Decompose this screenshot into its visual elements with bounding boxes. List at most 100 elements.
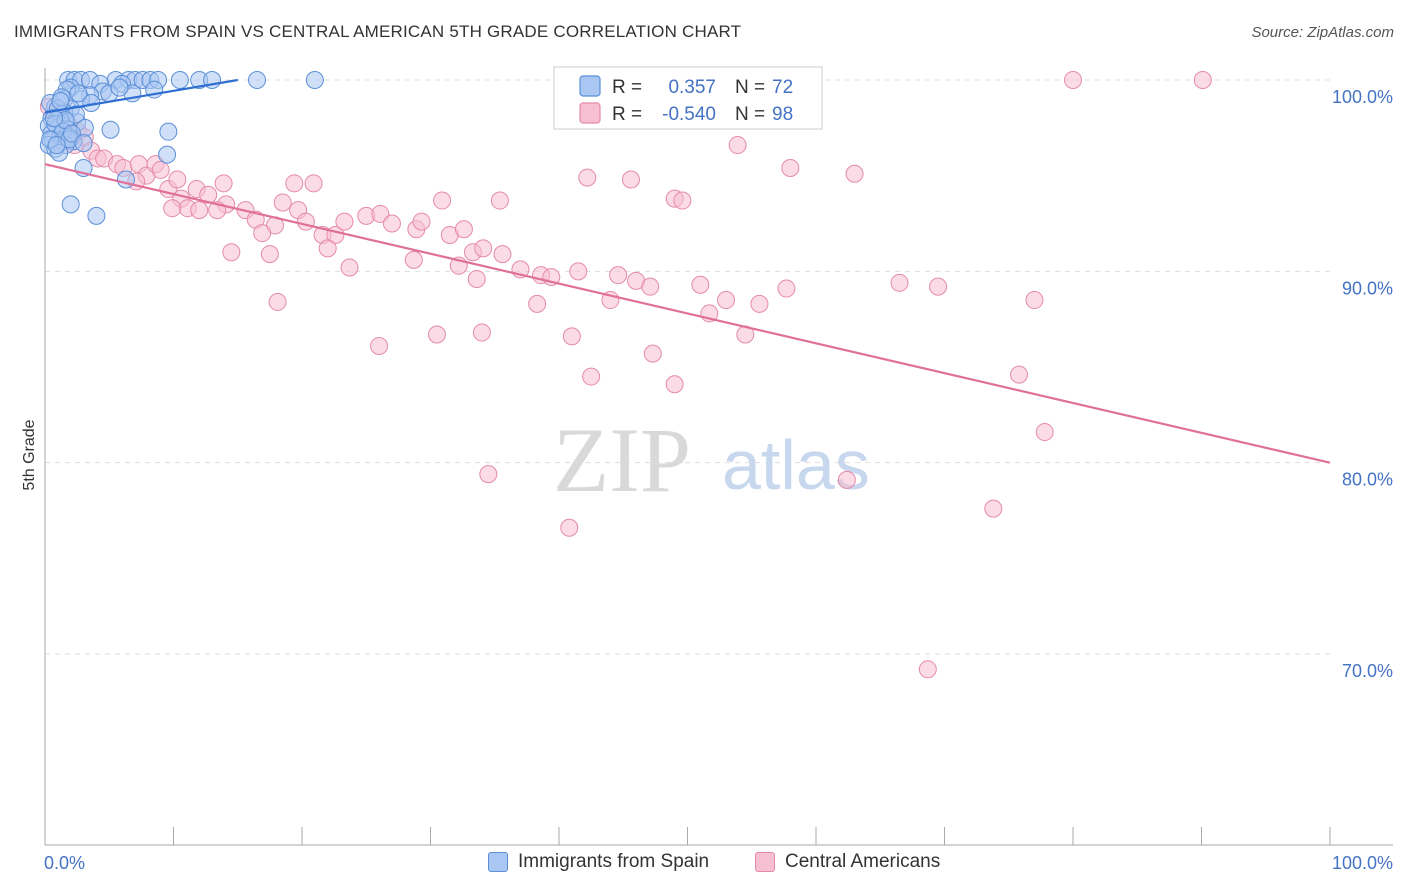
data-point-central-americans xyxy=(777,279,796,298)
data-point-immigrants-from-spain xyxy=(170,71,189,89)
data-point-central-americans xyxy=(260,245,279,264)
data-point-central-americans xyxy=(691,275,710,294)
data-point-central-americans xyxy=(268,292,287,311)
watermark-atlas: atlas xyxy=(722,426,870,504)
legend-item-central-americans[interactable]: Central Americans xyxy=(755,851,940,873)
legend-swatch xyxy=(579,75,601,97)
data-point-immigrants-from-spain xyxy=(62,124,81,143)
data-point-immigrants-from-spain xyxy=(44,109,63,128)
data-point-immigrants-from-spain xyxy=(101,120,120,139)
data-point-immigrants-from-spain xyxy=(110,78,129,97)
data-point-central-americans xyxy=(665,375,684,394)
data-point-central-americans xyxy=(890,273,909,292)
data-point-central-americans xyxy=(728,136,747,155)
data-point-immigrants-from-spain xyxy=(51,92,70,111)
data-point-immigrants-from-spain xyxy=(69,84,88,103)
data-point-central-americans xyxy=(781,159,800,178)
data-point-central-americans xyxy=(382,214,401,233)
data-point-central-americans xyxy=(1193,71,1212,89)
data-point-central-americans xyxy=(918,660,937,679)
legend-swatch-blue xyxy=(488,852,508,872)
y-tick-label: 70.0% xyxy=(1342,661,1393,681)
legend-n-label: N = xyxy=(735,77,765,98)
data-point-central-americans xyxy=(296,212,315,231)
data-point-central-americans xyxy=(569,262,588,281)
data-point-central-americans xyxy=(837,470,856,489)
data-point-immigrants-from-spain xyxy=(74,134,93,153)
data-point-immigrants-from-spain xyxy=(158,145,177,164)
data-point-central-americans xyxy=(490,191,509,210)
data-point-central-americans xyxy=(1010,365,1029,384)
trend-lines xyxy=(44,78,1331,464)
chart-title: IMMIGRANTS FROM SPAIN VS CENTRAL AMERICA… xyxy=(14,22,742,41)
data-point-central-americans xyxy=(472,323,491,342)
legend-label-blue: Immigrants from Spain xyxy=(518,851,710,872)
data-point-central-americans xyxy=(641,277,660,296)
chart-source: Source: ZipAtlas.com xyxy=(1251,24,1394,41)
trend-line-central-americans xyxy=(44,163,1331,464)
data-point-central-americans xyxy=(1025,291,1044,310)
legend-n-value: 72 xyxy=(772,77,793,98)
y-tick-label: 100.0% xyxy=(1332,87,1393,107)
grid-lines xyxy=(45,79,1330,655)
legend-r-label: R = xyxy=(612,104,642,125)
data-point-central-americans xyxy=(214,174,233,193)
legend-item-immigrants-from-spain[interactable]: Immigrants from Spain xyxy=(488,851,709,873)
data-point-central-americans xyxy=(479,465,498,484)
data-point-central-americans xyxy=(560,518,579,537)
data-point-central-americans xyxy=(984,499,1003,518)
legend-label-pink: Central Americans xyxy=(785,851,941,872)
data-point-central-americans xyxy=(528,294,547,313)
data-point-central-americans xyxy=(717,291,736,310)
x-tick-label-max: 100.0% xyxy=(1332,853,1393,873)
data-point-central-americans xyxy=(609,266,628,285)
data-point-central-americans xyxy=(253,224,272,243)
data-point-immigrants-from-spain xyxy=(159,122,178,141)
legend-swatch xyxy=(579,102,601,124)
data-point-immigrants-from-spain xyxy=(47,136,66,155)
data-point-central-americans xyxy=(750,294,769,313)
data-point-central-americans xyxy=(578,168,597,187)
legend-r-value: -0.540 xyxy=(662,104,716,125)
data-point-central-americans xyxy=(582,367,601,386)
data-point-central-americans xyxy=(285,174,304,193)
data-point-central-americans xyxy=(621,170,640,189)
data-point-central-americans xyxy=(493,245,512,264)
data-point-central-americans xyxy=(318,239,337,258)
data-point-central-americans xyxy=(467,269,486,288)
data-point-central-americans xyxy=(273,193,292,212)
data-point-immigrants-from-spain xyxy=(305,71,324,89)
data-point-central-americans xyxy=(222,243,241,262)
data-point-central-americans xyxy=(474,239,493,258)
data-point-immigrants-from-spain xyxy=(248,71,267,89)
axes: 5th Grade xyxy=(21,68,1393,846)
data-point-central-americans xyxy=(427,325,446,344)
data-point-central-americans xyxy=(163,199,182,218)
data-point-central-americans xyxy=(404,250,423,269)
data-point-central-americans xyxy=(929,277,948,296)
data-point-central-americans xyxy=(1035,423,1054,442)
data-point-central-americans xyxy=(168,170,187,189)
data-point-immigrants-from-spain xyxy=(87,206,106,225)
data-point-central-americans xyxy=(673,191,692,210)
data-point-central-americans xyxy=(412,212,431,231)
correlation-legend: R = 0.357 N = 72 R = -0.540 N = 98 xyxy=(553,66,823,130)
legend-r-value: 0.357 xyxy=(668,77,716,98)
series-central-americans xyxy=(39,71,1212,679)
tick-labels: 100.0% 90.0% 80.0% 70.0% 0.0% 100.0% xyxy=(44,87,1393,873)
data-point-central-americans xyxy=(845,164,864,183)
data-point-immigrants-from-spain xyxy=(61,195,80,214)
y-tick-label: 80.0% xyxy=(1342,470,1393,490)
y-tick-label: 90.0% xyxy=(1342,278,1393,298)
data-point-central-americans xyxy=(151,160,170,179)
data-point-central-americans xyxy=(190,201,209,220)
data-point-central-americans xyxy=(1064,71,1082,89)
data-point-central-americans xyxy=(370,336,389,355)
legend-swatch-pink xyxy=(755,852,775,872)
data-point-central-americans xyxy=(454,220,473,239)
y-axis-label: 5th Grade xyxy=(21,419,38,490)
data-point-central-americans xyxy=(643,344,662,363)
legend-r-label: R = xyxy=(612,77,642,98)
legend-n-value: 98 xyxy=(772,104,793,125)
